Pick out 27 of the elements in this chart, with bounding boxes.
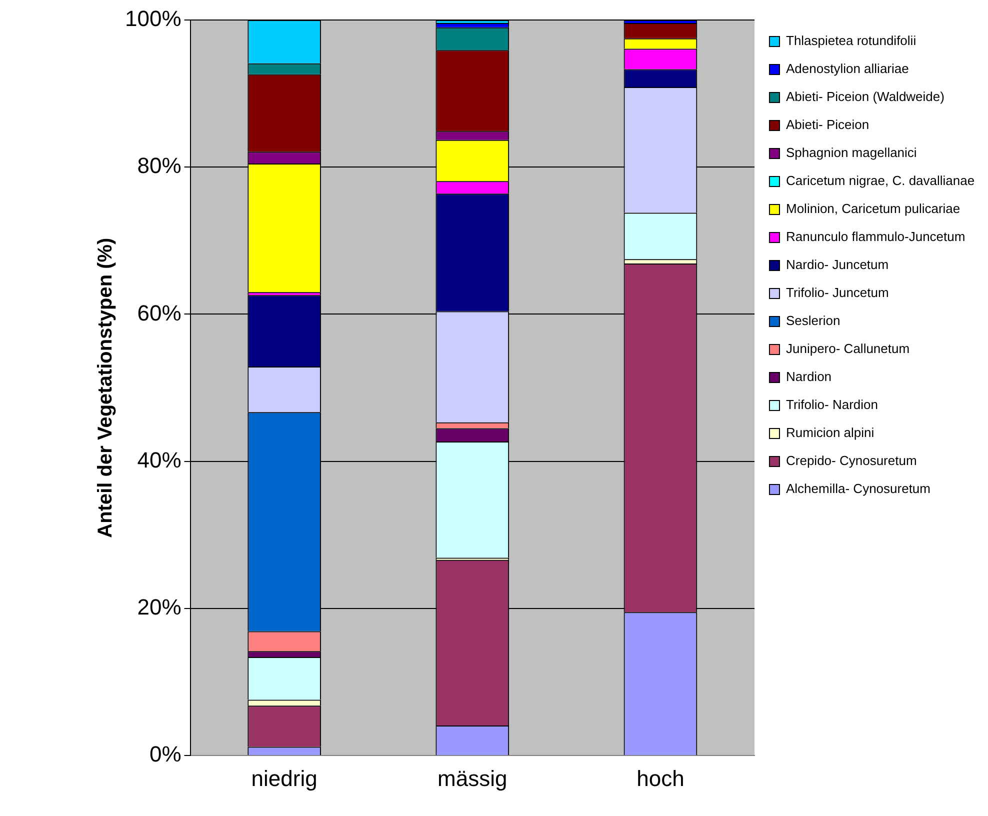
x-tick-label: mässig [438, 766, 508, 791]
legend-label: Trifolio- Juncetum [786, 285, 889, 300]
legend-label: Seslerion [786, 313, 840, 328]
y-tick-label: 40% [137, 447, 182, 472]
y-tick-label: 60% [137, 300, 182, 326]
legend-label: Nardion [786, 369, 832, 384]
legend-label: Trifolio- Nardion [786, 397, 878, 412]
legend-label: Junipero- Callunetum [786, 341, 910, 356]
legend-label: Molinion, Caricetum pulicariae [786, 201, 960, 216]
y-tick-label: 100% [124, 6, 182, 32]
y-tick-label: 80% [137, 153, 182, 178]
legend-label: Rumicion alpini [786, 425, 874, 440]
legend-label: Abieti- Piceion [786, 117, 870, 132]
legend-label: Adenostylion alliariae [786, 61, 909, 76]
x-tick-label: hoch [636, 766, 684, 791]
legend-label: Thlaspietea rotundifolii [786, 33, 916, 48]
legend-label: Nardio- Juncetum [786, 257, 889, 272]
legend-label: Ranunculo flammulo-Juncetum [786, 229, 966, 244]
y-axis-title: Anteil der Vegetationstypen (%) [94, 238, 117, 538]
legend-label: Alchemilla- Cynosuretum [786, 481, 930, 496]
y-tick-label: 0% [149, 742, 182, 767]
legend-label: Crepido- Cynosuretum [786, 453, 917, 468]
legend-label: Abieti- Piceion (Waldweide) [786, 89, 944, 104]
legend-label: Caricetum nigrae, C. davallianae [786, 173, 975, 188]
x-tick-label: niedrig [251, 766, 318, 791]
y-tick-label: 20% [137, 594, 182, 620]
legend-label: Sphagnion magellanici [786, 145, 917, 160]
